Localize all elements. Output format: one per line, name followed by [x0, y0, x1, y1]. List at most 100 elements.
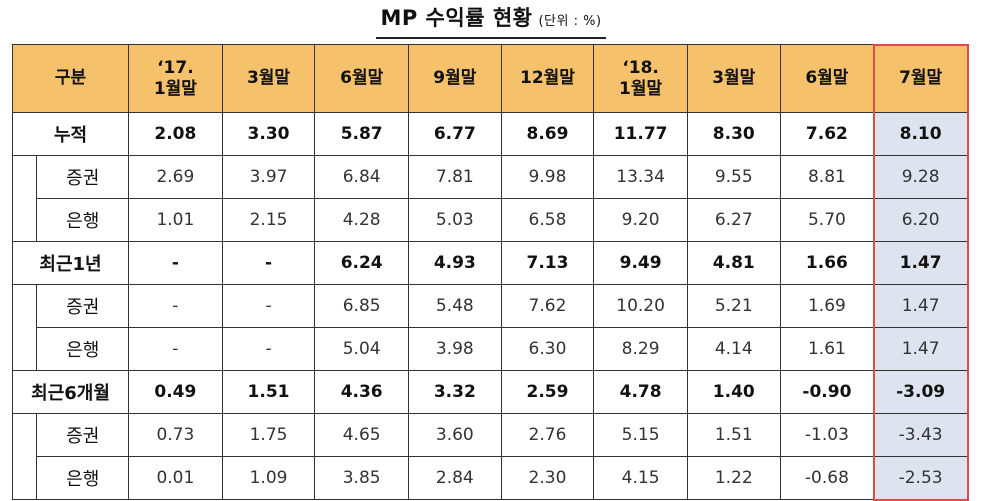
title-unit: (단위 : %): [538, 14, 602, 29]
title-wrap: MP 수익률 현황 (단위 : %): [0, 4, 982, 39]
page-title: MP 수익률 현황 (단위 : %): [376, 4, 606, 39]
table-row-sub: 은행 - -5.04 3.98 6.30 8.29 4.14 1.61 1.47: [11, 327, 968, 371]
table-cell: 8.29: [593, 327, 688, 371]
table-row-sub: 은행 1.01 2.15 4.28 5.03 6.58 9.20 6.27 5.70 6.20: [11, 198, 968, 242]
table-cell: 1.66: [779, 241, 875, 285]
header-period-3: 6월말: [314, 44, 409, 113]
table-cell: -: [221, 327, 316, 371]
table-cell: -: [128, 284, 223, 328]
header-text: 12월말: [519, 68, 575, 88]
header-text: 1월말: [153, 78, 197, 99]
table-cell: 10.20: [593, 284, 688, 328]
table-cell: 5.87: [314, 112, 409, 156]
table-cell: 11.77: [593, 112, 688, 156]
table-row-group: 최근6개월 0.49 1.51 4.36 3.32 2.59 4.78 1.40 -0.90 -3…: [11, 370, 968, 414]
table-cell: 1.22: [686, 456, 781, 500]
header-text: 6월말: [805, 68, 849, 88]
table-row-sub: 증권 2.69 3.97 6.84 7.81 9.98 13.34 9.55 8.81 9.28: [11, 155, 968, 199]
table-cell: 6.27: [686, 198, 781, 242]
table-cell: 4.81: [686, 241, 781, 285]
table-cell: 3.85: [314, 456, 409, 500]
table-cell: 0.49: [128, 370, 223, 414]
row-label: 은행: [36, 198, 130, 242]
header-period-8: 6월말: [779, 44, 875, 113]
indent-cell: [11, 456, 38, 500]
table-cell: 1.47: [873, 284, 968, 328]
header-period-5: 12월말: [500, 44, 595, 113]
table-cell: 2.76: [500, 413, 595, 457]
row-label: 증권: [36, 413, 130, 457]
table-cell: 6.85: [314, 284, 409, 328]
header-period-7: 3월말: [686, 44, 781, 113]
returns-table: 구분 ‘17. 1월말 3월말 6월말 9월말 12월말 ‘18. 1월말 3월말 6월말 7월말 누…: [11, 44, 968, 500]
table-cell: 6.84: [314, 155, 409, 199]
table-cell: 9.20: [593, 198, 688, 242]
indent-cell: [11, 413, 38, 457]
table-cell: 13.34: [593, 155, 688, 199]
table-cell: 1.61: [779, 327, 875, 371]
table-cell: 4.15: [593, 456, 688, 500]
table-cell: 2.59: [500, 370, 595, 414]
table-cell: 5.04: [314, 327, 409, 371]
header-text: 1월말: [619, 78, 663, 99]
table-cell: 5.03: [408, 198, 502, 242]
table-cell: 6.58: [500, 198, 595, 242]
table-cell: 4.78: [593, 370, 688, 414]
title-main: MP 수익률 현황: [380, 6, 533, 30]
table-cell: 9.28: [873, 155, 968, 199]
table-cell: 4.65: [314, 413, 409, 457]
row-label: 누적: [11, 112, 130, 156]
table-cell: -0.68: [779, 456, 875, 500]
row-label: 증권: [36, 284, 130, 328]
table-cell: 1.01: [128, 198, 223, 242]
header-period-9: 7월말: [873, 44, 968, 113]
table-cell: 3.32: [408, 370, 502, 414]
table-cell: 1.51: [221, 370, 316, 414]
header-text: ‘17.: [157, 57, 194, 78]
table-cell: 2.69: [128, 155, 223, 199]
indent-cell: [11, 327, 38, 371]
header-category: 구분: [11, 44, 130, 113]
header-period-2: 3월말: [221, 44, 316, 113]
table-cell: 2.84: [408, 456, 502, 500]
table-cell: -: [128, 327, 223, 371]
row-label: 증권: [36, 155, 130, 199]
table-cell: 5.15: [593, 413, 688, 457]
table-cell: 9.49: [593, 241, 688, 285]
table-row-sub: 은행 0.01 1.09 3.85 2.84 2.30 4.15 1.22 -0.68 -2.53: [11, 456, 968, 500]
header-row: 구분 ‘17. 1월말 3월말 6월말 9월말 12월말 ‘18. 1월말 3월말 6월말 7월말: [11, 44, 968, 113]
table-cell: 8.30: [686, 112, 781, 156]
table-row-sub: 증권 0.73 1.75 4.65 3.60 2.76 5.15 1.51 -1.03 -3.43: [11, 413, 968, 457]
table-cell: 1.47: [873, 327, 968, 371]
table-cell: 9.55: [686, 155, 781, 199]
table-cell: 2.15: [221, 198, 316, 242]
table-cell: 1.09: [221, 456, 316, 500]
row-label: 최근6개월: [11, 370, 130, 414]
table-cell: 6.20: [873, 198, 968, 242]
table-cell: -3.43: [873, 413, 968, 457]
table-cell: -3.09: [873, 370, 968, 414]
indent-cell: [11, 284, 38, 328]
row-label: 은행: [36, 327, 130, 371]
table-cell: 7.13: [500, 241, 595, 285]
table-cell: 0.01: [128, 456, 223, 500]
table-cell: 8.10: [873, 112, 968, 156]
table-cell: -1.03: [779, 413, 875, 457]
table-cell: -: [128, 241, 223, 285]
table-header: 구분 ‘17. 1월말 3월말 6월말 9월말 12월말 ‘18. 1월말 3월말 6월말 7월말: [11, 44, 968, 113]
table-cell: 1.40: [686, 370, 781, 414]
table-cell: 6.77: [408, 112, 502, 156]
table-cell: 3.60: [408, 413, 502, 457]
table-cell: -0.90: [779, 370, 875, 414]
table-row-group: 최근1년 - -6.24 4.93 7.13 9.49 4.81 1.66 1.47: [11, 241, 968, 285]
table-cell: 4.28: [314, 198, 409, 242]
table-cell: 4.36: [314, 370, 409, 414]
table-cell: 8.81: [779, 155, 875, 199]
table-cell: 0.73: [128, 413, 223, 457]
table-cell: 6.30: [500, 327, 595, 371]
table-cell: 2.30: [500, 456, 595, 500]
table-cell: 1.47: [873, 241, 968, 285]
table-cell: 3.97: [221, 155, 316, 199]
table-cell: -: [221, 284, 316, 328]
indent-cell: [11, 198, 38, 242]
